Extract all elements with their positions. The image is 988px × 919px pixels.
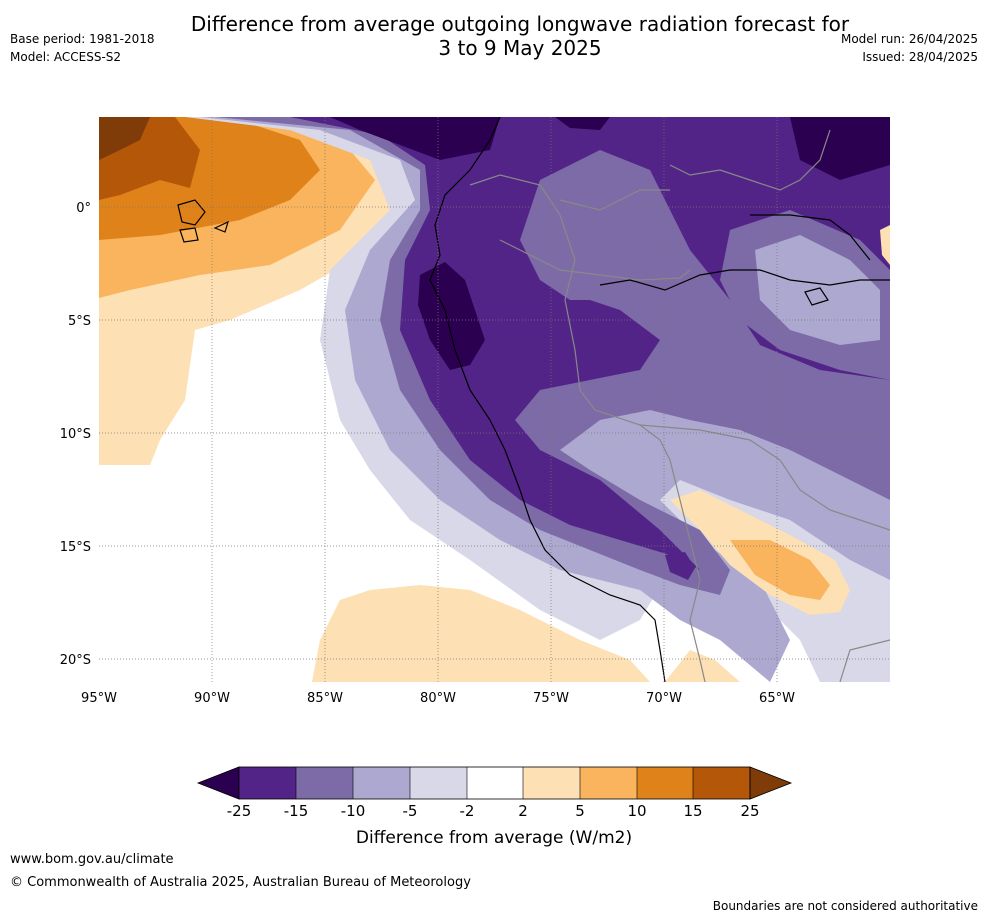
lon-label-75w: 75°W	[533, 691, 569, 706]
lat-label-20s: 20°S	[60, 653, 91, 668]
country-borders	[469, 129, 890, 682]
lon-label-65w: 65°W	[759, 691, 795, 706]
colorbar-extend-low	[196, 766, 240, 800]
colorbar-tick-6: 5	[575, 802, 585, 820]
colorbar-tick-9: 25	[740, 802, 759, 820]
colorbar-bin-7	[580, 767, 637, 799]
meta-right: Model run: 26/04/2025 Issued: 28/04/2025	[841, 30, 978, 66]
colorbar-tick-0: -25	[227, 802, 252, 820]
anomaly-2-5-far-east	[880, 225, 890, 265]
colorbar-bin-2	[296, 767, 353, 799]
colorbar-bin-5	[467, 767, 523, 799]
lon-label-90w: 90°W	[194, 691, 230, 706]
lon-label-80w: 80°W	[420, 691, 456, 706]
anomaly-gt25-nw	[99, 117, 150, 160]
lat-label-15s: 15°S	[60, 540, 91, 555]
colorbar-bin-1	[239, 767, 296, 799]
map-title: Difference from average outgoing longwav…	[0, 12, 988, 60]
lon-label-70w: 70°W	[646, 691, 682, 706]
colorbar: -25 -15 -10 -5 -2 2 5 10 15 25 Differenc…	[196, 766, 793, 848]
lat-label-10s: 10°S	[60, 427, 91, 442]
colorbar-tick-2: -10	[341, 802, 366, 820]
lon-label-85w: 85°W	[307, 691, 343, 706]
lat-label-0: 0°	[76, 201, 91, 216]
colorbar-tick-1: -15	[284, 802, 309, 820]
issued-date: Issued: 28/04/2025	[862, 50, 978, 64]
anomaly-5-10-se	[730, 540, 830, 600]
anomaly-neg15-25-titicaca	[665, 552, 695, 580]
coastline	[177, 117, 890, 682]
anomaly-lt-neg25-north2	[555, 117, 610, 130]
colorbar-bin-9	[693, 767, 750, 799]
graticule	[99, 117, 890, 682]
anomaly-neg10-15-interior	[520, 150, 690, 300]
website-link[interactable]: www.bom.gov.au/climate	[10, 852, 174, 867]
colorbar-tick-5: 2	[518, 802, 528, 820]
colorbar-bin-3	[353, 767, 410, 799]
map-fields	[99, 117, 890, 682]
anomaly-neg5-10-east	[755, 235, 880, 345]
anomaly-2-5-south2	[665, 650, 740, 682]
title-line-1: Difference from average outgoing longwav…	[190, 12, 850, 36]
disclaimer-text: Boundaries are not considered authoritat…	[712, 899, 978, 913]
lat-label-5s: 5°S	[68, 314, 91, 329]
colorbar-bin-6	[523, 767, 580, 799]
lon-label-95w: 95°W	[81, 691, 117, 706]
colorbar-tick-8: 15	[683, 802, 702, 820]
anomaly-2-5-south	[312, 585, 650, 682]
colorbar-title: Difference from average (W/m2)	[356, 828, 632, 848]
title-line-2: 3 to 9 May 2025	[438, 36, 602, 60]
meta-left: Base period: 1981-2018 Model: ACCESS-S2	[10, 30, 155, 66]
colorbar-bin-8	[637, 767, 693, 799]
colorbar-bin-4	[410, 767, 467, 799]
colorbar-tick-7: 10	[627, 802, 646, 820]
base-period: Base period: 1981-2018	[10, 32, 155, 46]
colorbar-extend-high	[749, 766, 793, 800]
model-run: Model run: 26/04/2025	[840, 32, 978, 46]
colorbar-tick-3: -5	[403, 802, 418, 820]
anomaly-lt-neg25-north	[330, 117, 500, 160]
copyright-text: © Commonwealth of Australia 2025, Austra…	[10, 875, 471, 890]
colorbar-tick-4: -2	[460, 802, 475, 820]
model-name: Model: ACCESS-S2	[10, 50, 122, 64]
